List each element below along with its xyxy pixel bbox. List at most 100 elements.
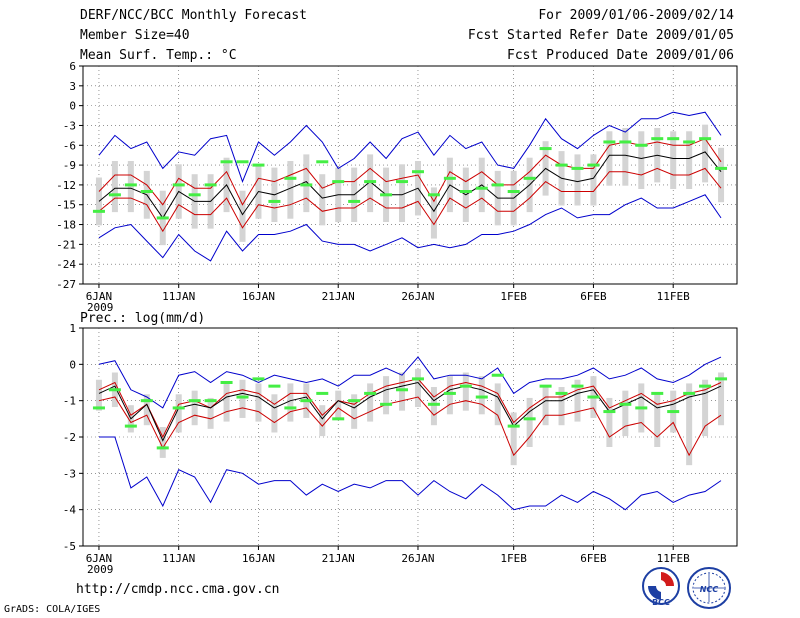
observed-marker bbox=[491, 373, 504, 377]
observed-marker bbox=[396, 180, 409, 184]
x-tick-label: 21JAN bbox=[322, 552, 355, 565]
ensemble-box bbox=[574, 154, 581, 206]
y-tick-label: 0 bbox=[69, 100, 76, 113]
y-tick-label: -24 bbox=[56, 258, 76, 271]
observed-marker bbox=[491, 183, 504, 187]
observed-marker bbox=[220, 381, 233, 384]
observed-marker bbox=[715, 377, 728, 381]
source-url[interactable]: http://cmdp.ncc.cma.gov.cn bbox=[76, 582, 280, 597]
ncc-logo: NCC bbox=[686, 566, 732, 614]
observed-marker bbox=[667, 137, 680, 141]
ensemble-box bbox=[510, 412, 517, 466]
ensemble-box bbox=[271, 394, 278, 433]
observed-marker bbox=[92, 209, 105, 213]
y-tick-label: -3 bbox=[63, 119, 76, 132]
ensemble-box bbox=[478, 376, 485, 415]
y-tick-label: 6 bbox=[69, 60, 76, 73]
ensemble-box bbox=[351, 394, 358, 429]
x-tick-label: 6FEB bbox=[580, 290, 607, 303]
series-line-ensemble-mean bbox=[98, 381, 722, 442]
observed-marker bbox=[603, 140, 616, 144]
observed-marker bbox=[603, 410, 616, 414]
ensemble-box bbox=[95, 177, 102, 226]
observed-marker bbox=[92, 406, 105, 410]
ensemble-box bbox=[446, 376, 453, 415]
observed-marker bbox=[683, 391, 696, 395]
x-tick-label: 11JAN bbox=[162, 290, 195, 303]
variable-label: Mean Surf. Temp.: °C bbox=[80, 48, 237, 63]
ensemble-box bbox=[111, 161, 118, 213]
observed-marker bbox=[156, 446, 169, 450]
observed-marker bbox=[459, 384, 472, 388]
y-tick-label: 3 bbox=[69, 80, 76, 93]
observed-marker bbox=[364, 180, 377, 184]
ensemble-box bbox=[319, 405, 326, 437]
ensemble-box bbox=[127, 161, 134, 213]
observed-marker bbox=[316, 160, 329, 164]
x-tick-label: 16JAN bbox=[242, 552, 275, 565]
observed-marker bbox=[715, 166, 728, 170]
y-tick-label: -6 bbox=[63, 139, 76, 152]
observed-marker bbox=[252, 163, 265, 167]
ensemble-box bbox=[255, 383, 262, 422]
x-tick-label: 21JAN bbox=[322, 290, 355, 303]
ensemble-box bbox=[526, 397, 533, 447]
ensemble-box bbox=[383, 376, 390, 415]
chart-title: DERF/NCC/BCC Monthly Forecast bbox=[80, 8, 307, 23]
observed-marker bbox=[475, 395, 488, 399]
observed-marker bbox=[108, 388, 121, 392]
observed-marker bbox=[571, 384, 584, 388]
observed-marker bbox=[683, 140, 696, 144]
observed-marker bbox=[188, 193, 201, 197]
ncc-logo-text: NCC bbox=[700, 585, 719, 594]
ensemble-box bbox=[175, 394, 182, 433]
y-tick-label: 0 bbox=[69, 358, 76, 371]
ensemble-box bbox=[686, 383, 693, 466]
observed-marker bbox=[539, 384, 552, 388]
series-line-ensemble-min bbox=[99, 436, 722, 511]
observed-marker bbox=[619, 140, 632, 144]
ensemble-box bbox=[670, 131, 677, 189]
x-tick-label: 11FEB bbox=[657, 552, 690, 565]
observed-marker bbox=[411, 170, 424, 174]
observed-marker bbox=[427, 193, 440, 197]
ensemble-box bbox=[223, 383, 230, 422]
ensemble-box bbox=[303, 154, 310, 213]
ensemble-box bbox=[430, 387, 437, 426]
observed-marker bbox=[443, 391, 456, 395]
observed-marker bbox=[523, 176, 536, 180]
observed-marker bbox=[555, 163, 568, 167]
y-tick-label: -2 bbox=[63, 431, 76, 444]
observed-marker bbox=[635, 406, 648, 410]
panel-title: Prec.: log(mm/d) bbox=[80, 311, 205, 326]
observed-marker bbox=[635, 143, 648, 147]
x-tick-label: 16JAN bbox=[242, 290, 275, 303]
y-tick-label: -12 bbox=[56, 179, 76, 192]
observed-marker bbox=[364, 391, 377, 395]
observed-marker bbox=[555, 391, 568, 395]
observed-marker bbox=[108, 193, 121, 197]
series-line-upper-spread bbox=[98, 378, 722, 439]
ensemble-box bbox=[191, 390, 198, 426]
observed-marker bbox=[124, 183, 137, 187]
y-tick-label: -5 bbox=[63, 540, 76, 553]
precipitation-panel: 1 0 -1 -2 -3 -4 -5 6JAN 11JAN 16JAN 21JAN 26JAN 1FEB… bbox=[63, 311, 738, 576]
ensemble-box bbox=[239, 190, 246, 242]
ensemble-box bbox=[399, 164, 406, 223]
ensemble-box bbox=[718, 372, 725, 426]
observed-marker bbox=[411, 377, 424, 381]
observed-marker bbox=[172, 406, 185, 410]
y-tick-label: -1 bbox=[63, 395, 76, 408]
observed-marker bbox=[204, 399, 217, 403]
observed-marker bbox=[507, 190, 520, 194]
observed-marker bbox=[140, 190, 153, 194]
observed-marker bbox=[156, 216, 169, 220]
observed-marker bbox=[475, 186, 488, 190]
observed-marker bbox=[651, 391, 664, 395]
x-tick-label: 26JAN bbox=[401, 552, 434, 565]
y-tick-label: -15 bbox=[56, 199, 76, 212]
ensemble-box bbox=[654, 394, 661, 447]
observed-marker bbox=[459, 190, 472, 194]
y-tick-label: -9 bbox=[63, 159, 76, 172]
